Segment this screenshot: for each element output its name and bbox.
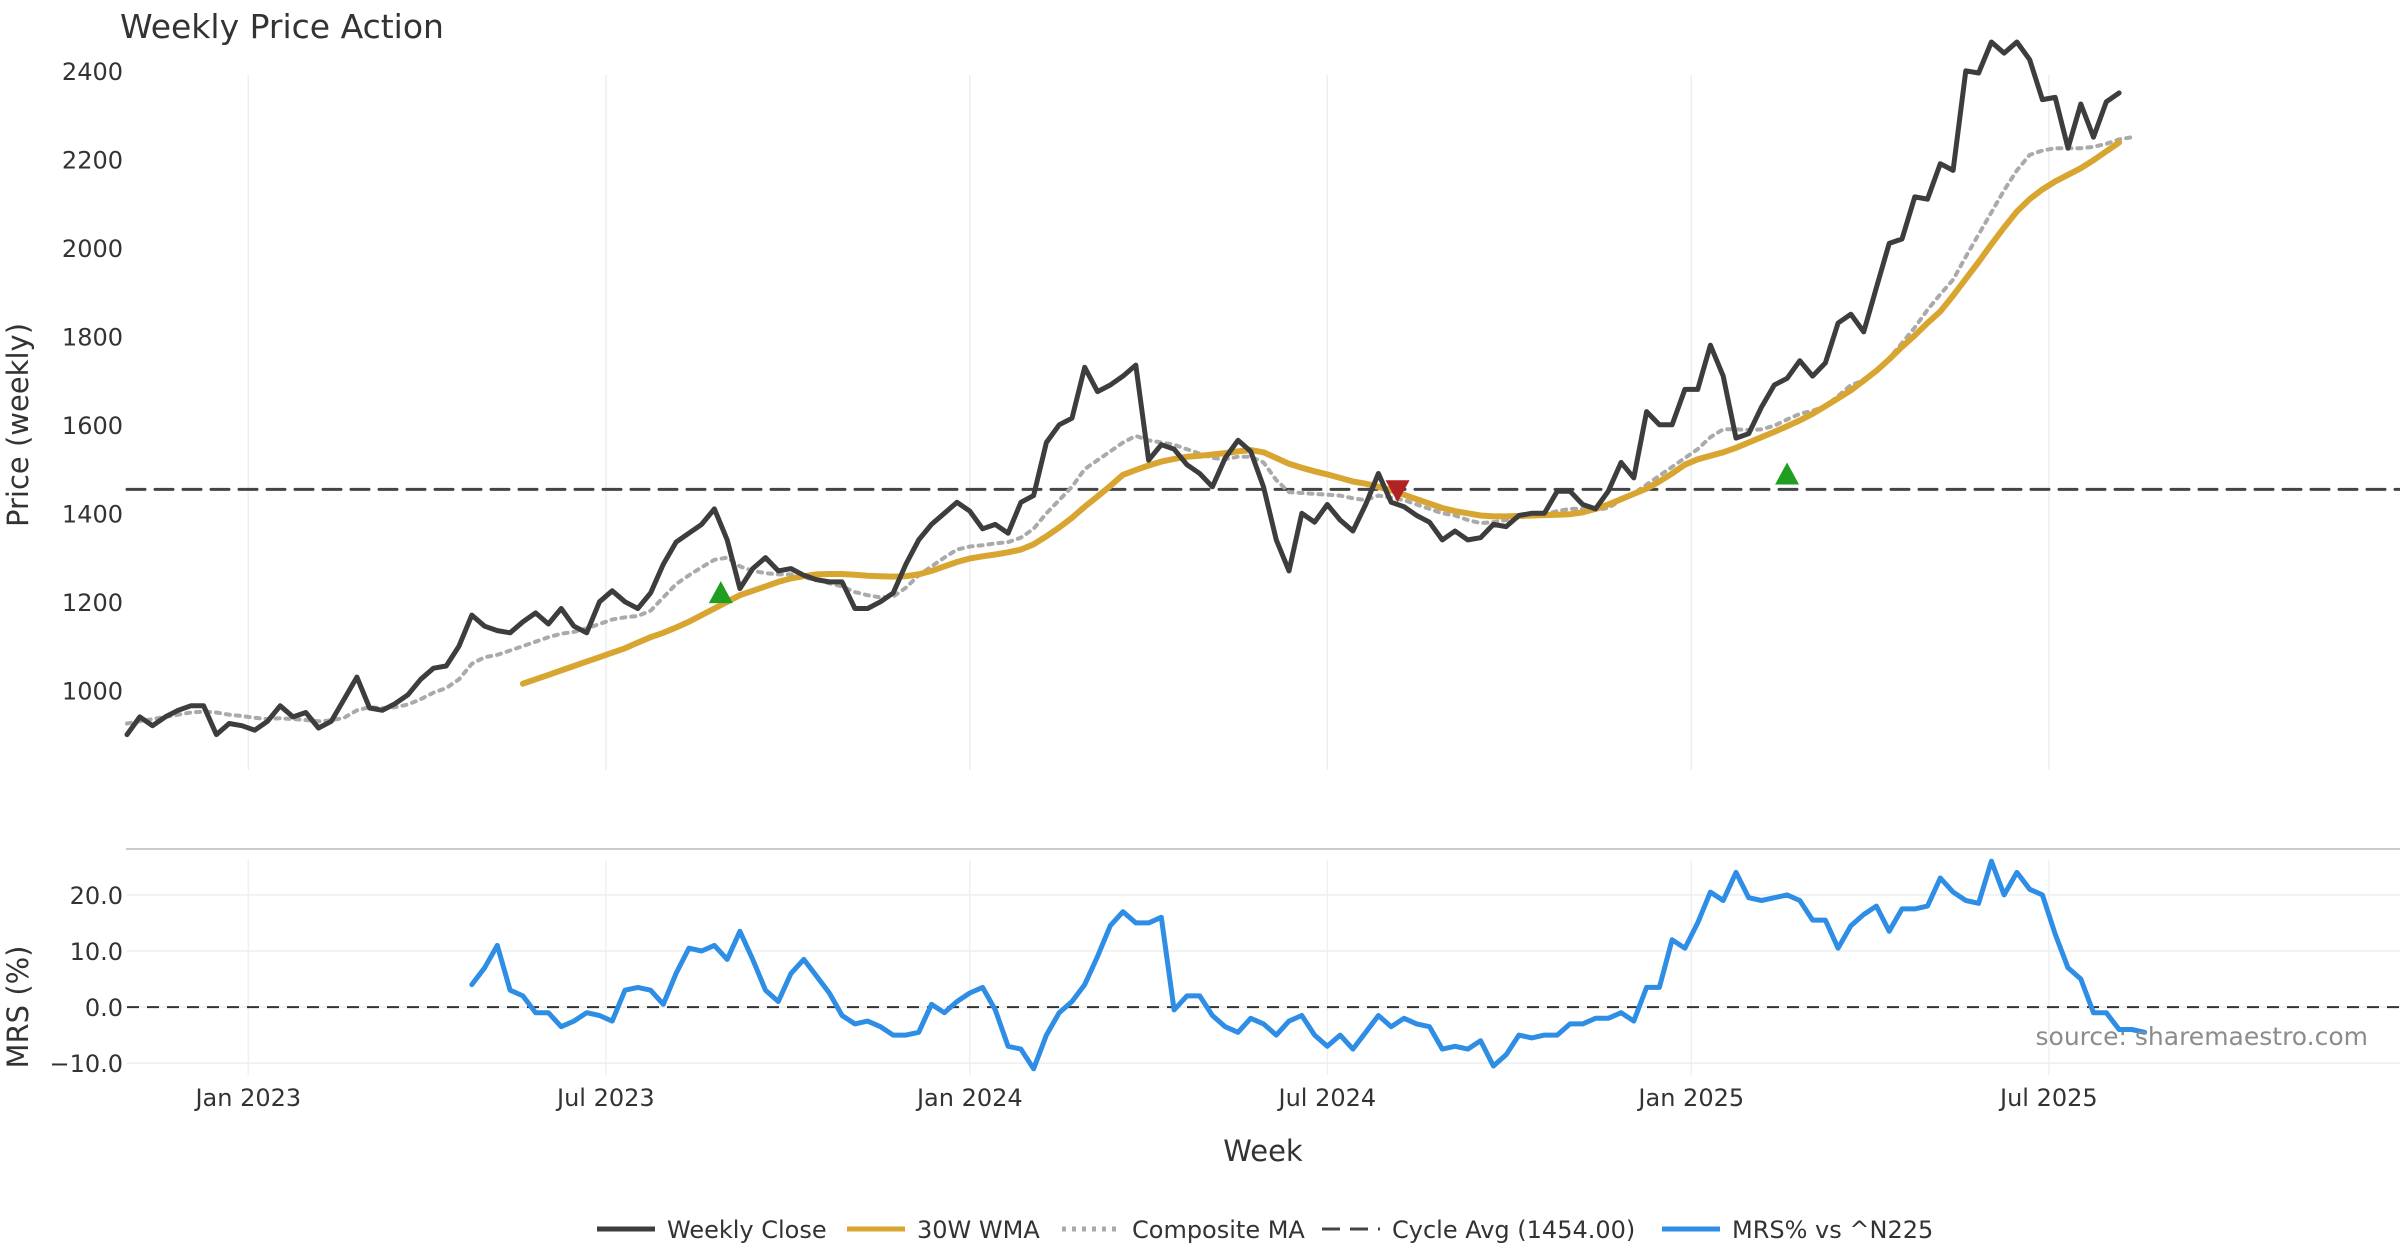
series-weekly-close [124, 39, 2122, 738]
legend-label-cycle-avg-1454-00: Cycle Avg (1454.00) [1392, 1216, 1635, 1244]
mrs-y-tick-2: 10.0 [70, 938, 123, 966]
mrs-y-axis-label: MRS (%) [1, 946, 35, 1069]
price-y-axis: 1000 1200 1400 1600 1800 2000 2200 2400 [62, 58, 123, 706]
price-y-tick-1200: 1200 [62, 589, 123, 617]
mrs-grid [127, 860, 2400, 1075]
mrs-series [127, 858, 2400, 1072]
x-axis-label: Week [1223, 1134, 1303, 1168]
x-tick-jan-2025: Jan 2025 [1636, 1084, 1744, 1112]
legend-label-weekly-close: Weekly Close [667, 1216, 827, 1244]
signal-markers [708, 462, 1800, 604]
legend: Weekly Close 30W WMA Composite MA Cycle Avg… [597, 1216, 1933, 1244]
price-y-axis-label: Price (weekly) [1, 323, 35, 527]
legend-label-mrs-vs-n225: MRS% vs ^N225 [1732, 1216, 1933, 1244]
mrs-y-tick-1: 0.0 [85, 994, 123, 1022]
x-tick-jan-2023: Jan 2023 [193, 1084, 301, 1112]
series-composite-ma [125, 135, 2134, 726]
legend-label-30w-wma: 30W WMA [917, 1216, 1040, 1244]
x-tick-jul-2024: Jul 2024 [1277, 1084, 1377, 1112]
legend-label-composite-ma: Composite MA [1132, 1216, 1305, 1244]
price-series [124, 39, 2400, 738]
x-tick-jul-2023: Jul 2023 [555, 1084, 655, 1112]
source-annotation: source: sharemaestro.com [2036, 1022, 2369, 1051]
mrs-y-axis: −10.0 0.0 10.0 20.0 [49, 882, 123, 1078]
price-y-tick-1600: 1600 [62, 412, 123, 440]
series-30w-wma [519, 139, 2123, 687]
sell-signal-marker-1 [1385, 480, 1410, 503]
x-tick-jan-2024: Jan 2024 [915, 1084, 1023, 1112]
price-y-tick-1800: 1800 [62, 323, 123, 351]
mrs-y-tick-0: −10.0 [49, 1050, 123, 1078]
x-tick-jul-2025: Jul 2025 [1998, 1084, 2098, 1112]
price-y-tick-1400: 1400 [62, 500, 123, 528]
price-grid [247, 75, 2050, 770]
price-y-tick-1000: 1000 [62, 677, 123, 705]
mrs-y-tick-3: 20.0 [70, 882, 123, 910]
chart-title: Weekly Price Action [120, 7, 444, 46]
price-y-tick-2400: 2400 [62, 58, 123, 86]
series-mrs-vs-n225 [469, 858, 2148, 1072]
price-y-tick-2200: 2200 [62, 146, 123, 174]
buy-signal-marker-2 [1775, 462, 1800, 485]
price-y-tick-2000: 2000 [62, 235, 123, 263]
buy-signal-marker-0 [708, 581, 733, 604]
x-axis: Jan 2023 Jul 2023 Jan 2024 Jul 2024 Jan 2025… [193, 1084, 2097, 1112]
